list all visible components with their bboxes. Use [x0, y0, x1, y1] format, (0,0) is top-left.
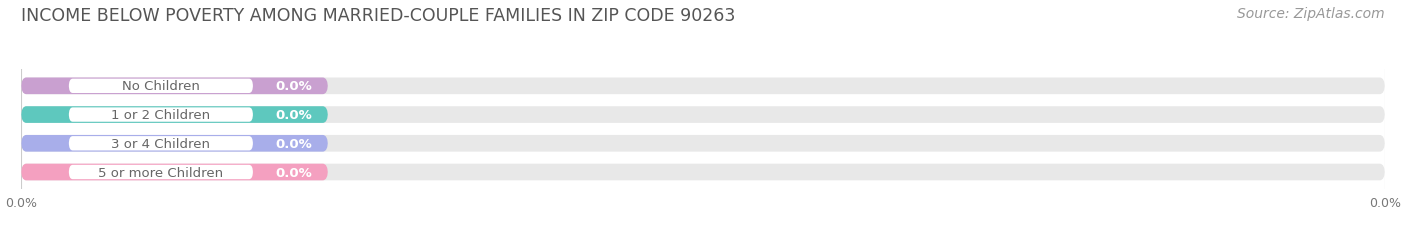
Text: 0.0%: 0.0% [276, 166, 312, 179]
Text: 0.0%: 0.0% [276, 137, 312, 150]
FancyBboxPatch shape [69, 79, 253, 94]
Text: INCOME BELOW POVERTY AMONG MARRIED-COUPLE FAMILIES IN ZIP CODE 90263: INCOME BELOW POVERTY AMONG MARRIED-COUPL… [21, 7, 735, 25]
FancyBboxPatch shape [69, 137, 253, 151]
Text: 0.0%: 0.0% [276, 109, 312, 122]
Text: No Children: No Children [122, 80, 200, 93]
FancyBboxPatch shape [21, 164, 328, 181]
Text: 3 or 4 Children: 3 or 4 Children [111, 137, 211, 150]
Text: 0.0%: 0.0% [276, 80, 312, 93]
FancyBboxPatch shape [21, 135, 328, 152]
FancyBboxPatch shape [69, 165, 253, 179]
Text: 5 or more Children: 5 or more Children [98, 166, 224, 179]
FancyBboxPatch shape [21, 107, 328, 123]
FancyBboxPatch shape [21, 107, 1385, 123]
FancyBboxPatch shape [21, 78, 1385, 95]
FancyBboxPatch shape [21, 164, 1385, 181]
Text: 1 or 2 Children: 1 or 2 Children [111, 109, 211, 122]
FancyBboxPatch shape [21, 135, 1385, 152]
FancyBboxPatch shape [69, 108, 253, 122]
Text: Source: ZipAtlas.com: Source: ZipAtlas.com [1237, 7, 1385, 21]
FancyBboxPatch shape [21, 78, 328, 95]
